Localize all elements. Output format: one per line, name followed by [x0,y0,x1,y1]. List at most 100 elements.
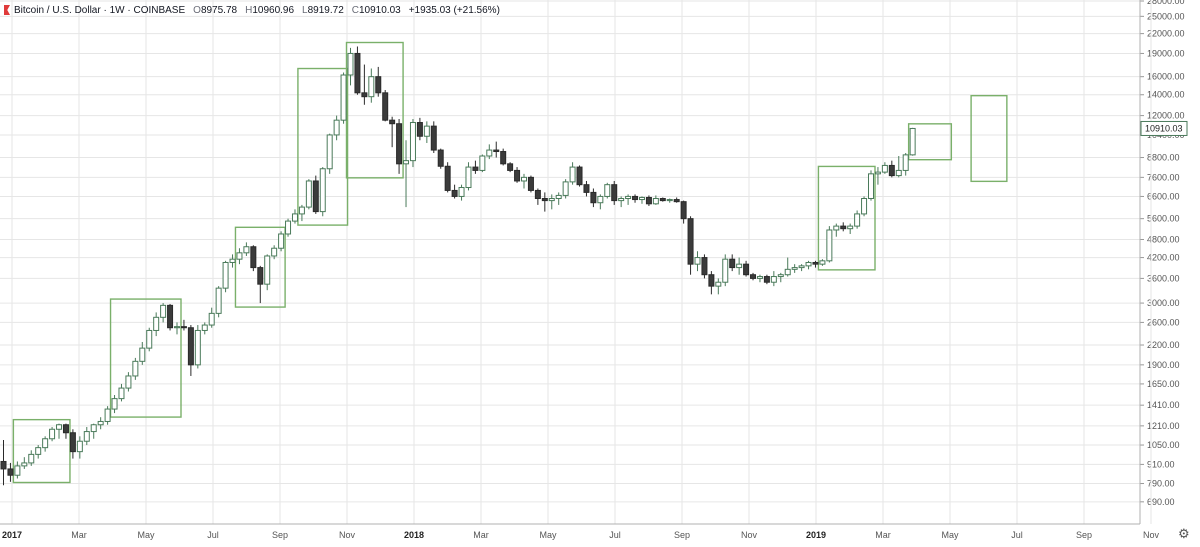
candle-up [791,267,798,270]
candle-up [298,206,305,215]
candle-down [500,151,507,165]
x-tick-label: Mar [875,530,891,540]
candle-down [888,164,895,177]
candle-up [208,312,215,326]
candle-down [312,180,319,213]
candle-up [125,375,132,389]
highlight-box [297,67,349,226]
candle-up [90,424,97,433]
candle-up [569,166,576,183]
y-tick-label: 790.00 [1147,479,1175,489]
candle-up [902,154,909,171]
candle-up [486,149,493,157]
candle-down [69,432,76,453]
candle-down [451,189,458,197]
x-tick-label: 2018 [404,530,424,540]
candle-down [444,165,451,191]
x-tick-label: May [539,530,557,540]
candle-up [562,181,569,196]
candle-down [514,169,521,182]
x-tick-label: 2019 [806,530,826,540]
candle-up [694,257,701,265]
candle-up [326,134,333,170]
candle-up [403,160,410,165]
x-tick-label: 2017 [2,530,22,540]
candle-down [840,225,847,230]
candle-up [160,304,167,318]
settings-gear-icon[interactable]: ⚙ [1178,526,1190,541]
candle-up [104,408,111,422]
candle-down [437,149,444,167]
candle-up [847,225,854,230]
candle-up [819,260,826,265]
candle-up [465,166,472,189]
candle-up [333,119,340,136]
candle-down [361,92,368,98]
candle-down [583,184,590,193]
change-value: +1935.03 (+21.56%) [408,4,500,16]
candle-up [243,246,250,254]
y-tick-label: 12000.00 [1147,111,1185,121]
x-tick-label: Jul [207,530,219,540]
candle-down [763,276,770,283]
candle-down [250,246,257,269]
close-value: 10910.03 [359,4,401,16]
candle-up [736,263,743,269]
candle-up [229,258,236,263]
y-tick-label: 3600.00 [1147,273,1180,283]
open-value: 8975.78 [200,4,238,16]
y-tick-label: 28000.00 [1147,0,1185,6]
candle-up [305,180,312,208]
candle-up [285,220,292,235]
candle-down [632,195,639,201]
candle-up [722,258,729,283]
candle-down [472,166,479,171]
candle-down [187,327,194,366]
y-tick-label: 5600.00 [1147,214,1180,224]
highlight-box [970,94,1008,183]
x-tick-label: Nov [339,530,356,540]
candle-down [354,52,361,94]
candle-up [146,329,153,349]
candle-up [881,164,888,173]
candle-down [430,125,437,151]
candle-up [597,195,604,204]
candle-up [201,324,208,331]
open-label: O [193,4,201,16]
candle-up [264,255,271,285]
last-price-badge [1140,120,1188,136]
candle-up [118,387,125,400]
candle-up [278,233,285,249]
candle-down [576,166,583,186]
high-label: H [245,4,253,16]
candle-up [868,173,874,200]
candle-up [909,127,916,156]
low-label: L [302,4,308,16]
candle-down [416,122,423,137]
x-tick-label: Nov [1143,530,1160,540]
candle-up [236,252,243,260]
symbol-flag-icon [4,5,10,15]
candle-down [680,201,687,220]
candle-up [76,440,83,453]
candle-up [139,347,146,362]
candle-down [0,460,7,470]
candle-down [729,258,736,269]
candle-up [666,199,673,202]
symbol-title[interactable]: Bitcoin / U.S. Dollar · 1W · COINBASE [14,4,186,16]
candle-up [625,195,632,200]
high-value: 10960.96 [252,4,295,16]
candle-up [826,229,833,262]
candle-down [743,263,750,276]
y-tick-label: 6600.00 [1147,191,1180,201]
y-tick-label: 8800.00 [1147,153,1180,163]
x-tick-label: Jul [1011,530,1023,540]
candle-up [111,398,118,410]
candle-up [805,261,812,267]
candle-up [83,431,90,442]
candle-down [257,267,264,285]
candle-down [396,123,403,165]
